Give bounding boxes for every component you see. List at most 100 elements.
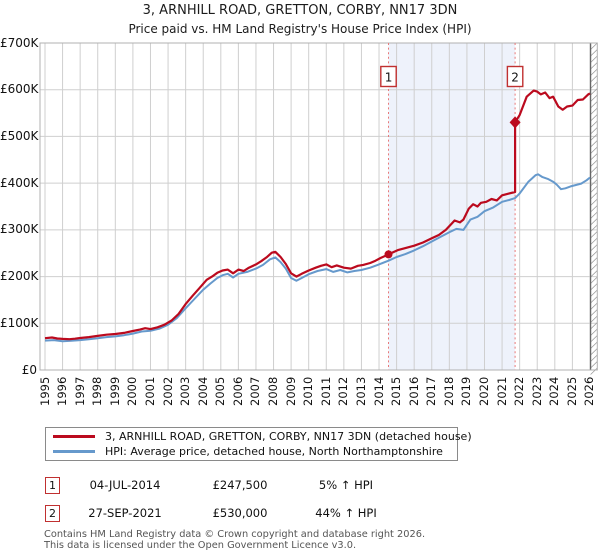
hatch-mark <box>590 250 598 258</box>
hatch-mark <box>590 62 598 70</box>
hatch-mark <box>590 159 598 167</box>
hatch-mark <box>590 328 598 336</box>
y-tick-label: £500K <box>0 128 39 143</box>
hatch-mark <box>590 49 598 57</box>
x-tick-label: 2011 <box>318 376 333 406</box>
hatch-mark <box>590 283 598 291</box>
y-tick-label: £400K <box>0 175 39 190</box>
legend-item: 3, ARNHILL ROAD, GRETTON, CORBY, NN17 3D… <box>46 429 472 444</box>
x-tick-label: 2006 <box>230 376 245 406</box>
hatch-mark <box>590 120 598 128</box>
hatch-mark <box>590 140 598 148</box>
hatch-mark <box>590 244 598 252</box>
hatch-mark <box>590 309 598 317</box>
footer-line-1: Contains HM Land Registry data © Crown c… <box>44 529 426 540</box>
hatch-mark <box>590 315 598 323</box>
footer-attribution: Contains HM Land Registry data © Crown c… <box>44 529 425 551</box>
plot-border <box>39 42 598 371</box>
legend-item: HPI: Average price, detached house, Nort… <box>46 444 457 459</box>
x-tick-label: 2012 <box>336 376 351 406</box>
legend-label: 3, ARNHILL ROAD, GRETTON, CORBY, NN17 3D… <box>105 430 472 443</box>
y-tick-label: £300K <box>0 222 39 237</box>
sale-date: 04-JUL-2014 <box>89 478 161 492</box>
sale-marker-2 <box>509 116 521 129</box>
hatch-mark <box>590 133 598 141</box>
chart-legend: 3, ARNHILL ROAD, GRETTON, CORBY, NN17 3D… <box>45 427 472 461</box>
annotation-row: 1 04-JUL-2014 £247,500 5% ↑ HPI <box>45 476 402 494</box>
x-tick-label: 2002 <box>160 376 175 406</box>
page-subtitle: Price paid vs. HM Land Registry's House … <box>128 22 472 36</box>
y-tick-label: £0 <box>21 362 37 377</box>
hatch-mark <box>590 88 598 96</box>
x-tick-label: 1999 <box>107 376 122 406</box>
x-tick-label: 2007 <box>248 376 263 406</box>
hatch-mark <box>590 302 598 310</box>
x-tick-label: 2025 <box>564 376 579 406</box>
hatch-mark <box>590 179 598 187</box>
x-tick-label: 1997 <box>72 376 87 406</box>
hatch-mark <box>590 107 598 115</box>
sale-price: £247,500 <box>212 478 268 492</box>
hpi-line-swatch <box>53 450 95 453</box>
sale-annotations: 1 04-JUL-2014 £247,500 5% ↑ HPI 2 27-SEP-2021… <box>45 476 402 532</box>
hatch-mark <box>590 224 598 232</box>
sale-number-badge: 1 <box>45 476 60 494</box>
x-tick-label: 2020 <box>477 376 491 406</box>
sale-number-badge: 2 <box>45 504 60 522</box>
x-tick-label: 2019 <box>459 376 474 406</box>
hpi-line <box>44 173 591 343</box>
x-tick-label: 2017 <box>424 376 439 406</box>
x-tick-label: 2016 <box>406 376 421 406</box>
x-tick-label: 2021 <box>494 376 509 406</box>
hatch-mark <box>590 192 598 200</box>
x-tick-label: 2004 <box>195 376 210 406</box>
hatch-mark <box>590 101 598 109</box>
x-tick-label: 2001 <box>142 376 157 406</box>
hatch-mark <box>590 322 598 330</box>
x-tick-label: 2015 <box>389 376 404 406</box>
hatch-mark <box>590 114 598 122</box>
hatch-mark <box>590 361 598 369</box>
x-tick-label: 1995 <box>37 376 52 406</box>
hatch-mark <box>590 42 598 50</box>
sale-flag-label-1: 1 <box>385 71 393 85</box>
x-tick-label: 2005 <box>213 376 228 406</box>
hatch-mark <box>590 237 598 245</box>
sale-marker-1 <box>384 250 393 259</box>
hatch-mark <box>590 367 598 375</box>
hatch-mark <box>590 185 598 193</box>
hatch-mark <box>590 94 598 102</box>
x-tick-label: 2013 <box>353 376 368 406</box>
annotation-row: 2 27-SEP-2021 £530,000 44% ↑ HPI <box>45 504 402 522</box>
hatch-mark <box>590 276 598 284</box>
hatch-mark <box>590 127 598 135</box>
x-tick-label: 1996 <box>55 376 70 406</box>
y-tick-label: £700K <box>0 35 39 50</box>
hatch-mark <box>590 231 598 239</box>
page-title: 3, ARNHILL ROAD, GRETTON, CORBY, NN17 3D… <box>142 3 458 18</box>
hatch-mark <box>590 289 598 297</box>
y-tick-label: £600K <box>0 82 39 97</box>
footer-line-2: This data is licensed under the Open Gov… <box>44 540 357 551</box>
x-tick-label: 2024 <box>547 376 562 406</box>
y-tick-label: £100K <box>0 315 39 330</box>
x-tick-label: 2003 <box>178 376 193 406</box>
hatch-mark <box>590 263 598 271</box>
hatch-mark <box>590 205 598 213</box>
hatch-mark <box>590 68 598 76</box>
hatch-mark <box>590 335 598 343</box>
property-line-swatch <box>53 435 95 438</box>
hatch-mark <box>590 146 598 154</box>
x-tick-label: 1998 <box>90 376 105 406</box>
y-tick-label: £200K <box>0 269 39 284</box>
hatch-mark <box>590 296 598 304</box>
hatch-mark <box>590 166 598 174</box>
hatch-mark <box>590 153 598 161</box>
legend-label: HPI: Average price, detached house, Nort… <box>105 445 443 458</box>
x-tick-label: 2008 <box>266 376 281 406</box>
hatch-mark <box>590 172 598 180</box>
x-tick-label: 2009 <box>283 376 298 406</box>
hatch-mark <box>590 198 598 206</box>
